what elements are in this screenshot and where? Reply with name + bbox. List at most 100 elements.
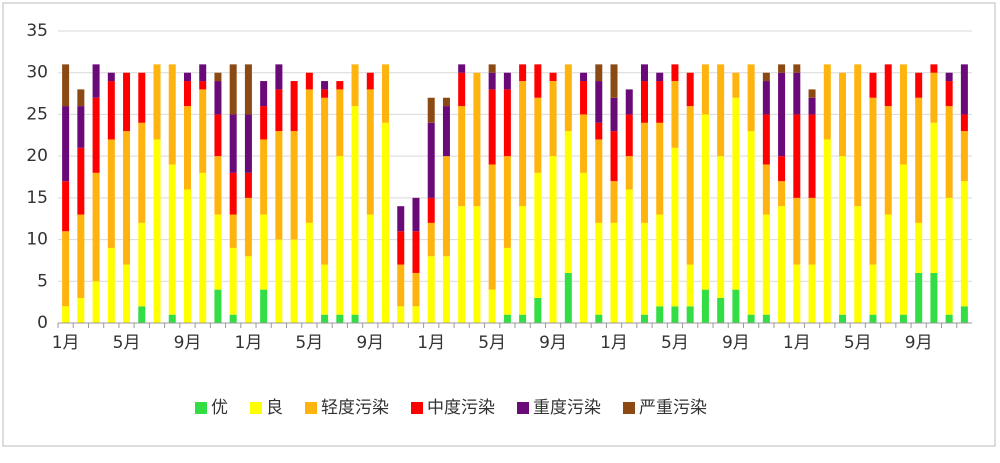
bar-segment [945,314,953,323]
bar-segment [701,114,709,290]
bar-segment [945,72,953,82]
legend-label: 轻度污染 [321,398,389,418]
bar-segment [580,114,588,173]
bar-segment [762,114,770,165]
x-tick-label: 5月 [478,333,506,353]
bar-segment [168,314,176,323]
bar-segment [899,64,907,165]
bar-segment [930,64,938,73]
bar-segment [930,272,938,323]
x-tick-label: 5月 [844,333,872,353]
bar-segment [199,89,207,173]
y-tick-label: 20 [26,146,48,166]
bar-segment [534,64,542,98]
bar-segment [397,231,405,265]
bar-segment [107,72,115,82]
bar-segment [534,172,542,298]
bar-segment [138,72,146,123]
bar-segment [717,156,725,298]
bar-segment [427,222,435,257]
x-tick-label: 9月 [356,333,384,353]
bar-segment [229,314,237,323]
bar-segment [442,106,450,157]
bar-segment [351,314,359,323]
bar-segment [884,106,892,215]
bar-segment [397,206,405,232]
bar-segment [823,139,831,323]
bar-segment [610,222,618,323]
bar-segment [686,72,694,107]
bar-segment [808,97,816,115]
bar-segment [884,64,892,107]
bar-segment [793,72,801,115]
bar-segment [656,81,664,123]
x-tick-label: 1月 [235,333,263,353]
bar-segment [473,206,481,323]
bar-segment [92,64,100,98]
legend-label: 优 [211,398,228,418]
bar-segment [549,81,557,157]
bar-segment [732,289,740,323]
bar-segment [671,147,679,307]
bar-segment [960,131,968,182]
bar-segment [107,247,115,323]
bar-segment [214,214,222,290]
bar-segment [519,206,527,315]
x-tick-label: 1月 [783,333,811,353]
bar-segment [351,64,359,107]
chart-frame [2,2,996,447]
bar-segment [244,64,252,115]
bar-segment [62,306,70,323]
x-tick-label: 5月 [295,333,323,353]
bar-segment [823,64,831,140]
bar-segment [107,81,115,140]
bar-segment [717,64,725,157]
bar-segment [503,314,511,323]
bar-segment [778,181,786,207]
bar-segment [732,97,740,290]
bar-segment [839,156,847,315]
bar-segment [321,264,329,315]
bar-segment [869,264,877,315]
bar-segment [488,72,496,90]
bar-segment [260,81,268,107]
bar-segment [762,81,770,115]
bar-segment [839,72,847,157]
bar-segment [580,172,588,323]
bar-segment [260,289,268,323]
bar-segment [214,289,222,323]
x-tick-label: 9月 [722,333,750,353]
bar-segment [747,64,755,132]
bar-segment [488,289,496,323]
bar-segment [275,131,283,240]
bar-segment [366,72,374,90]
bar-segment [229,247,237,315]
bar-segment [244,172,252,198]
bar-segment [77,89,85,107]
bar-segment [366,89,374,215]
bar-segment [793,197,801,265]
bar-segment [945,81,953,107]
x-tick-label: 5月 [113,333,141,353]
bar-segment [153,139,161,323]
bar-segment [793,64,801,73]
bar-segment [610,97,618,132]
bar-segment [321,97,329,265]
bar-segment [564,131,572,273]
bar-segment [458,106,466,207]
bar-segment [580,72,588,82]
bar-segment [869,97,877,265]
bar-segment [214,114,222,157]
bar-segment [747,131,755,315]
y-tick-label: 15 [26,188,48,208]
bar-segment [488,89,496,165]
x-tick-label: 1月 [417,333,445,353]
bar-segment [458,72,466,107]
legend-swatch [250,402,262,414]
bar-segment [915,72,923,98]
bar-segment [351,106,359,315]
bar-segment [899,164,907,315]
y-tick-label: 10 [26,230,48,250]
bar-segment [442,97,450,107]
